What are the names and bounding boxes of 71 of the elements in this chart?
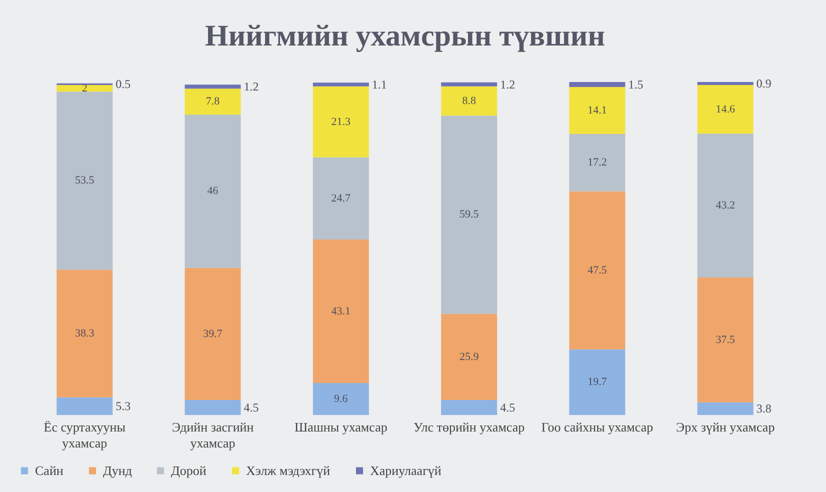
data-label: 1.2 <box>244 80 259 94</box>
bar <box>441 116 498 314</box>
data-label: 19.7 <box>588 376 608 388</box>
bar <box>569 349 626 415</box>
data-label: 59.5 <box>459 208 480 221</box>
data-label: 39.7 <box>203 328 223 340</box>
legend-label: Хэлж мэдэхгүй <box>246 462 330 478</box>
bar <box>697 402 754 415</box>
data-label: 1.2 <box>500 77 516 92</box>
bar <box>184 268 241 400</box>
bar <box>184 400 241 415</box>
bar <box>697 82 754 85</box>
bar <box>56 397 113 415</box>
data-label: 43.2 <box>716 200 735 212</box>
x-tick-label: Эдийн засгийн ухамсар <box>172 420 254 450</box>
bar <box>441 82 498 86</box>
data-label: 2 <box>82 82 88 94</box>
bar <box>184 88 241 115</box>
bar <box>569 134 626 192</box>
data-label: 37.5 <box>716 334 736 346</box>
data-label: 0.9 <box>756 76 772 90</box>
data-label: 14.1 <box>588 104 607 116</box>
data-label: 4.5 <box>500 400 516 415</box>
x-tick-label: Улс төрийн ухамсар <box>414 420 525 434</box>
bar <box>569 191 626 350</box>
x-tick-label: Ёс суртахууны ухамсар <box>44 420 126 450</box>
bar <box>312 82 369 86</box>
bar <box>312 157 369 240</box>
data-label: 4.5 <box>244 400 259 415</box>
data-label: 47.5 <box>588 264 608 276</box>
bar <box>697 277 754 402</box>
x-tick-label: Эрх зүйн ухамсар <box>676 420 775 434</box>
data-label: 1.1 <box>372 77 387 92</box>
data-label: 0.5 <box>116 77 131 92</box>
legend-label: Сайн <box>35 462 64 478</box>
bar <box>441 314 498 400</box>
bar <box>441 86 498 116</box>
data-label: 3.8 <box>756 402 772 416</box>
data-label: 24.7 <box>331 192 352 204</box>
data-label: 9.6 <box>334 393 348 406</box>
x-tick-label: Гоо сайхны ухамсар <box>541 420 654 434</box>
legend-label: Хариулаагүй <box>370 462 442 478</box>
bar <box>184 84 241 89</box>
bar <box>697 134 754 278</box>
chart-title: Нийгмийн ухамсрын түвшин <box>204 20 606 52</box>
bar <box>312 383 369 415</box>
bar <box>697 84 754 134</box>
data-label: 38.3 <box>75 328 95 340</box>
bar <box>56 84 113 92</box>
data-label: 25.9 <box>459 350 480 363</box>
bar <box>441 400 498 415</box>
bar <box>184 114 241 268</box>
bar <box>569 86 626 134</box>
data-label: 7.8 <box>206 96 220 108</box>
bar <box>56 92 113 270</box>
x-tick-label: Шашны ухамсар <box>294 420 388 434</box>
data-label: 53.5 <box>75 174 95 187</box>
bar <box>312 86 369 158</box>
data-label: 43.1 <box>331 305 351 318</box>
legend-label: Дунд <box>103 462 132 478</box>
bar <box>56 270 113 398</box>
data-label: 17.2 <box>588 156 607 169</box>
legend-label: Дорой <box>171 462 206 478</box>
data-label: 5.3 <box>116 399 131 414</box>
data-label: 1.5 <box>628 77 644 92</box>
data-label: 14.6 <box>716 103 736 116</box>
data-label: 8.8 <box>462 94 476 107</box>
data-label: 21.3 <box>331 116 352 128</box>
bar <box>312 240 369 384</box>
data-label: 46 <box>207 185 219 198</box>
bar <box>569 82 626 87</box>
